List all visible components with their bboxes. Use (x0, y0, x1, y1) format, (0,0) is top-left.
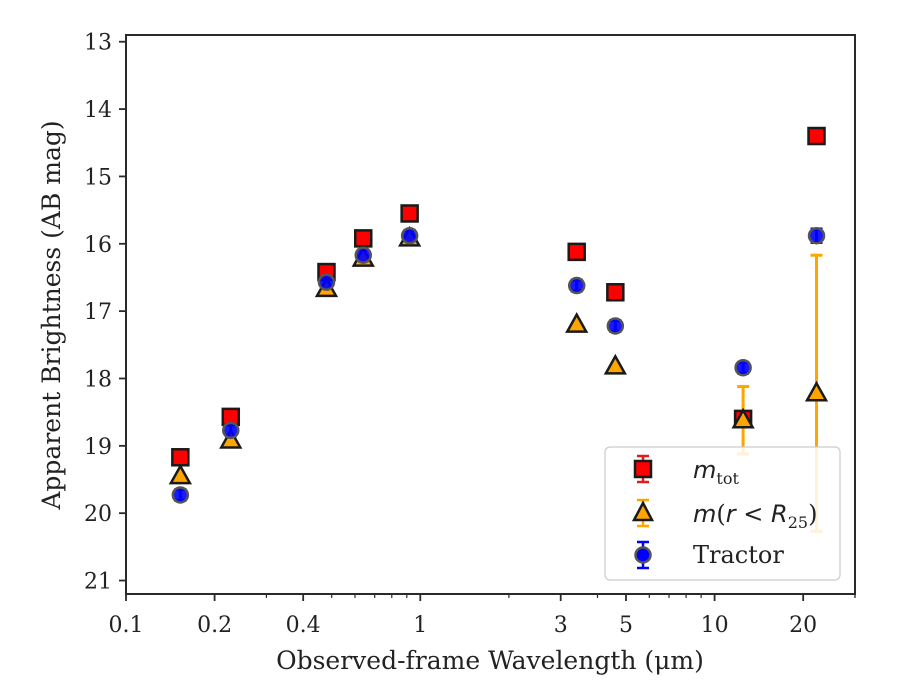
tractor-point (222, 421, 240, 440)
x-tick-label: 10 (701, 613, 729, 638)
y-tick-label: 15 (84, 165, 112, 190)
data-markers (168, 126, 829, 504)
tractor-point (606, 317, 625, 335)
tractor-point (807, 226, 826, 245)
legend-entry-mr25: m(r < R25) (631, 498, 817, 532)
y-tick-label: 14 (84, 98, 112, 123)
mtot-point (807, 126, 826, 146)
mtot-point (567, 242, 586, 262)
legend-box (604, 446, 841, 581)
y-tick-label: 16 (84, 233, 112, 258)
legend-tractor-marker (634, 546, 652, 564)
x-tick-label: 20 (789, 613, 817, 638)
x-tick-label: 1 (413, 613, 427, 638)
legend-mtot-marker (633, 459, 653, 479)
y-tick-label: 17 (84, 300, 112, 325)
tractor-point (354, 246, 373, 264)
mr25-point (168, 463, 192, 485)
plot-area-frame (125, 34, 856, 595)
x-tick-label: 0.1 (109, 613, 144, 638)
x-tick-label: 0.2 (197, 613, 232, 638)
tractor-point (171, 486, 190, 504)
y-tick-label: 13 (84, 31, 112, 56)
tractor-point (567, 276, 586, 295)
mtot-point (354, 229, 373, 248)
mtot-point (400, 204, 419, 223)
tractor-point (317, 273, 336, 291)
legend-mr25-label: m(r < R25) (693, 500, 817, 532)
legend: mtot m(r < R25) Tractor (604, 446, 841, 581)
x-axis-label: Observed-frame Wavelength (μm) (276, 646, 704, 675)
y-tick-label: 21 (84, 570, 112, 595)
mtot-point (606, 283, 625, 302)
tractor-point (734, 358, 752, 377)
mr25-point (804, 380, 829, 402)
x-tick-label: 3 (554, 613, 568, 638)
legend-mtot-label: mtot (693, 456, 739, 488)
legend-entry-tractor: Tractor (634, 540, 784, 570)
mr25-point (565, 312, 589, 333)
y-axis-label: Apparent Brightness (AB mag) (37, 120, 66, 510)
mr25-point (603, 353, 627, 375)
mr25-point (731, 407, 755, 429)
tractor-point (400, 226, 419, 245)
mtot-point (171, 448, 190, 467)
legend-entry-mtot: mtot (633, 454, 739, 488)
x-tick-label: 5 (619, 613, 633, 638)
x-tick-label: 0.4 (286, 613, 321, 638)
y-tick-label: 18 (84, 367, 112, 392)
y-tick-label: 20 (84, 502, 112, 527)
legend-mr25-marker (631, 500, 655, 522)
legend-tractor-label: Tractor (693, 541, 784, 569)
y-tick-label: 19 (84, 435, 112, 460)
